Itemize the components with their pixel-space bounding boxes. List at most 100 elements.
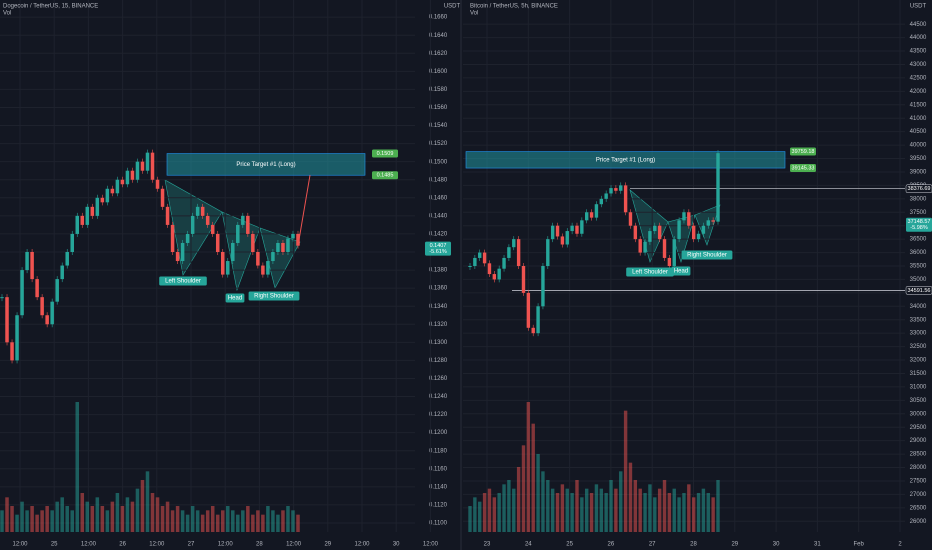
volume-bar <box>125 497 130 532</box>
candle <box>35 279 39 298</box>
volume-bar <box>473 497 477 532</box>
volume-bar <box>691 497 696 532</box>
volume-bar <box>526 402 531 532</box>
price-tag-label: 0.1485 <box>377 173 394 179</box>
y-tick-label: 41500 <box>910 102 927 108</box>
candle <box>125 170 130 185</box>
volume-bar <box>623 410 628 532</box>
y-tick-label: 0.1320 <box>429 322 448 328</box>
candle <box>170 224 175 252</box>
y-tick-label: 31000 <box>910 384 927 390</box>
price-tag <box>790 164 816 173</box>
y-tick-label: 0.1340 <box>429 304 448 310</box>
y-tick-label: 0.1220 <box>429 412 448 418</box>
y-tick-label: 30500 <box>910 398 927 404</box>
candle <box>210 224 215 234</box>
candle <box>711 220 715 222</box>
candle <box>215 233 220 252</box>
pattern-label: Head <box>228 296 242 302</box>
candle <box>20 270 24 316</box>
pattern-label: Head <box>674 269 688 275</box>
volume-bar <box>60 497 64 532</box>
pattern-shape <box>221 211 261 292</box>
candle <box>478 252 482 258</box>
candle <box>251 233 255 252</box>
candle <box>594 204 599 218</box>
y-tick-label: 29000 <box>910 438 927 444</box>
candle <box>256 252 260 266</box>
candle <box>570 225 574 232</box>
candle <box>175 252 180 262</box>
volume-bar <box>40 510 44 532</box>
volume-bar <box>110 501 115 532</box>
price-tag <box>425 241 451 256</box>
candle <box>516 239 521 266</box>
price-tag <box>372 149 398 158</box>
volume-bar <box>296 514 300 532</box>
pattern-label-bg <box>248 291 300 301</box>
candle <box>648 231 652 242</box>
y-tick-label: 35000 <box>910 277 927 283</box>
volume-bar <box>667 493 672 532</box>
x-tick-label: 29 <box>731 542 738 548</box>
y-tick-label: 37500 <box>910 210 927 216</box>
candle <box>205 215 210 225</box>
candle <box>185 233 190 243</box>
candle <box>226 261 230 275</box>
candle <box>15 315 19 361</box>
volume-bar <box>85 501 90 532</box>
x-tick-label: 30 <box>773 542 780 548</box>
volume-bar <box>701 488 706 532</box>
candle <box>130 170 135 180</box>
candle <box>231 242 235 262</box>
x-tick-label: 30 <box>393 542 400 548</box>
y-tick-label: 39000 <box>910 170 927 176</box>
y-tick-label: 27500 <box>910 479 927 485</box>
volume-bar <box>619 471 623 532</box>
price-tag-label: 34591.56 <box>908 288 931 294</box>
volume-bar <box>205 510 210 532</box>
candle <box>150 152 155 180</box>
candle <box>696 233 701 240</box>
volume-bar <box>231 510 235 532</box>
y-tick-label: 32500 <box>910 344 927 350</box>
candle <box>110 188 115 194</box>
volume-bar <box>226 506 230 532</box>
x-tick-label: 12:00 <box>81 542 97 548</box>
candle <box>565 231 569 245</box>
volume-bar <box>555 493 560 532</box>
volume-bar <box>130 501 135 532</box>
volume-bar <box>105 510 110 532</box>
volume-bar <box>687 484 691 532</box>
target-label: Price Target #1 (Long) <box>596 157 655 163</box>
candle <box>526 292 531 328</box>
volume-bar <box>638 488 642 532</box>
candle <box>180 242 185 262</box>
y-tick-label: 26000 <box>910 519 927 525</box>
y-tick-label: 0.1240 <box>429 394 448 400</box>
y-tick-label: 30000 <box>910 411 927 417</box>
axis-unit: USDT <box>910 4 927 10</box>
volume-label: Vol <box>470 11 478 17</box>
volume-bar <box>271 510 275 532</box>
volume-bar <box>175 506 180 532</box>
y-tick-label: 36500 <box>910 237 927 243</box>
candle <box>5 297 9 343</box>
volume-bar <box>512 488 516 532</box>
price-tag-label: 0.1407 <box>430 243 447 249</box>
candle <box>687 212 691 226</box>
x-tick-label: 12:00 <box>286 542 302 548</box>
price-tag <box>906 217 932 232</box>
x-tick-label: 23 <box>484 542 491 548</box>
volume-bar <box>716 480 720 532</box>
volume-bar <box>195 510 200 532</box>
candle <box>246 215 250 234</box>
candle <box>560 236 565 245</box>
candle <box>614 188 618 191</box>
candle <box>281 242 285 252</box>
volume-bar <box>478 501 482 532</box>
candle <box>536 306 540 334</box>
y-tick-label: 0.1580 <box>429 87 448 93</box>
volume-bar <box>482 493 487 532</box>
